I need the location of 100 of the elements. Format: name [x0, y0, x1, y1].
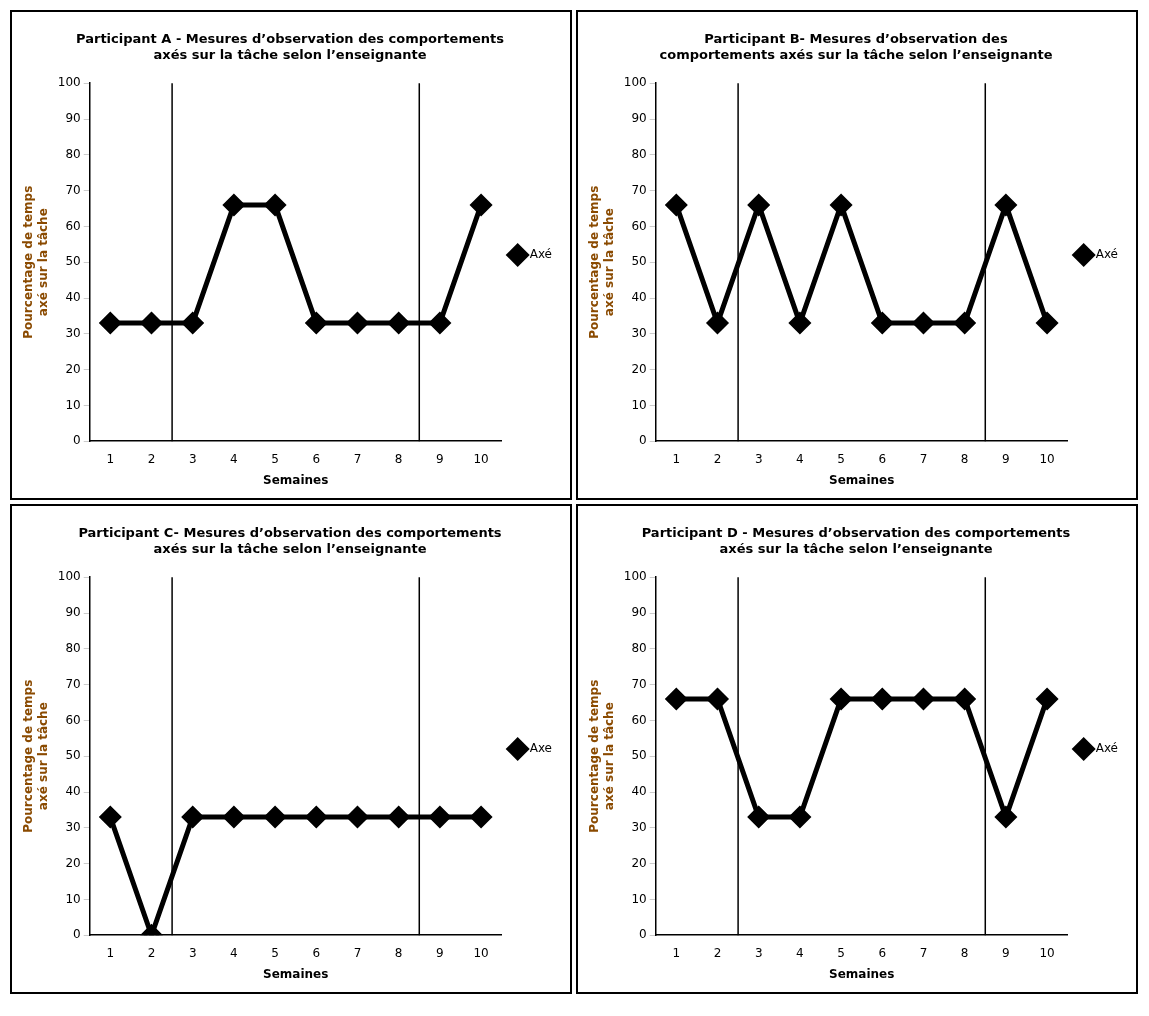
y-tick-label: 10	[631, 891, 647, 906]
x-tick-label: 5	[271, 945, 279, 960]
y-tick-label: 30	[631, 325, 647, 340]
x-tick-label: 7	[353, 451, 362, 466]
y-tick-label: 60	[65, 218, 81, 233]
x-tick-label: 3	[754, 451, 763, 466]
x-tick-label: 6	[878, 451, 887, 466]
y-tick-label: 0	[73, 927, 81, 942]
x-tick-label: 9	[436, 451, 444, 466]
x-tick-label: 3	[188, 945, 197, 960]
y-tick-label: 100	[57, 569, 81, 584]
y-tick-label: 80	[631, 146, 647, 161]
x-tick-label: 6	[878, 945, 887, 960]
x-tick-label: 7	[919, 451, 928, 466]
x-tick-label: 1	[672, 451, 681, 466]
x-axis-title: Semaines	[829, 472, 895, 487]
y-tick-label: 20	[631, 361, 647, 376]
x-tick-label: 9	[1002, 451, 1010, 466]
legend-label: Axé	[1095, 247, 1118, 262]
y-tick-label: 90	[631, 605, 647, 620]
y-tick-label: 40	[65, 784, 81, 799]
x-tick-label: 7	[919, 945, 928, 960]
y-tick-label: 20	[631, 855, 647, 870]
x-tick-label: 5	[837, 451, 845, 466]
y-axis-title: Pourcentage de temps axé sur la tâche	[587, 679, 616, 833]
x-tick-label: 7	[353, 945, 362, 960]
y-tick-label: 30	[65, 819, 81, 834]
x-tick-label: 4	[796, 451, 804, 466]
x-tick-label: 2	[147, 945, 156, 960]
y-tick-label: 10	[65, 397, 81, 412]
x-tick-label: 2	[713, 451, 722, 466]
x-tick-label: 6	[312, 945, 321, 960]
legend-label: Axé	[529, 247, 552, 262]
x-tick-label: 2	[713, 945, 722, 960]
y-tick-label: 90	[65, 111, 81, 126]
x-tick-label: 5	[837, 945, 845, 960]
y-tick-label: 0	[639, 927, 647, 942]
y-tick-label: 40	[631, 290, 647, 305]
y-tick-label: 50	[65, 254, 81, 269]
legend-label: Axé	[1095, 741, 1118, 756]
x-tick-label: 1	[106, 945, 115, 960]
x-tick-label: 1	[672, 945, 681, 960]
y-axis-title: Pourcentage de temps axé sur la tâche	[21, 679, 50, 833]
y-tick-label: 60	[65, 712, 81, 727]
x-tick-label: 8	[394, 945, 403, 960]
x-tick-label: 3	[188, 451, 197, 466]
x-tick-label: 6	[312, 451, 321, 466]
y-axis-title: Pourcentage de temps axé sur la tâche	[21, 185, 50, 339]
x-tick-label: 4	[230, 451, 238, 466]
y-tick-label: 60	[631, 712, 647, 727]
y-tick-label: 50	[65, 748, 81, 763]
x-axis-title: Semaines	[263, 472, 329, 487]
y-tick-label: 20	[65, 855, 81, 870]
y-tick-label: 80	[65, 146, 81, 161]
y-tick-label: 10	[631, 397, 647, 412]
chart-title: Participant D - Mesures d’observation des comportements axés sur la tâche selon l’enseignante	[641, 525, 1071, 556]
x-tick-label: 10	[1039, 451, 1055, 466]
y-tick-label: 100	[57, 75, 81, 90]
y-tick-label: 100	[623, 75, 647, 90]
x-tick-label: 1	[106, 451, 115, 466]
y-tick-label: 10	[65, 891, 81, 906]
chart-title: Participant B- Mesures d’observation des comportements axés sur la tâche selon l’enseignante	[659, 31, 1053, 62]
chart-title: Participant A - Mesures d’observation des comportements axés sur la tâche selon l’enseignante	[76, 31, 505, 62]
y-tick-label: 50	[631, 748, 647, 763]
y-tick-label: 40	[65, 290, 81, 305]
y-tick-label: 70	[65, 182, 81, 197]
x-tick-label: 4	[230, 945, 238, 960]
chart-title: Participant C- Mesures d’observation des comportements axés sur la tâche selon l’enseignante	[78, 525, 502, 556]
x-tick-label: 9	[436, 945, 444, 960]
x-tick-label: 10	[473, 945, 489, 960]
y-tick-label: 50	[631, 254, 647, 269]
x-tick-label: 8	[960, 451, 969, 466]
x-tick-label: 5	[271, 451, 279, 466]
x-axis-title: Semaines	[263, 966, 329, 981]
y-tick-label: 0	[639, 433, 647, 448]
legend-label: Axe	[529, 741, 552, 756]
x-tick-label: 10	[473, 451, 489, 466]
y-tick-label: 90	[631, 111, 647, 126]
x-axis-title: Semaines	[829, 966, 895, 981]
y-tick-label: 70	[631, 182, 647, 197]
y-tick-label: 80	[65, 640, 81, 655]
y-tick-label: 40	[631, 784, 647, 799]
y-tick-label: 0	[73, 433, 81, 448]
x-tick-label: 8	[394, 451, 403, 466]
x-tick-label: 2	[147, 451, 156, 466]
y-axis-title: Pourcentage de temps axé sur la tâche	[587, 185, 616, 339]
y-tick-label: 20	[65, 361, 81, 376]
y-tick-label: 100	[623, 569, 647, 584]
y-tick-label: 30	[65, 325, 81, 340]
y-tick-label: 70	[65, 676, 81, 691]
y-tick-label: 80	[631, 640, 647, 655]
x-tick-label: 3	[754, 945, 763, 960]
y-tick-label: 60	[631, 218, 647, 233]
x-tick-label: 4	[796, 945, 804, 960]
x-tick-label: 10	[1039, 945, 1055, 960]
x-tick-label: 8	[960, 945, 969, 960]
y-tick-label: 90	[65, 605, 81, 620]
y-tick-label: 30	[631, 819, 647, 834]
x-tick-label: 9	[1002, 945, 1010, 960]
y-tick-label: 70	[631, 676, 647, 691]
